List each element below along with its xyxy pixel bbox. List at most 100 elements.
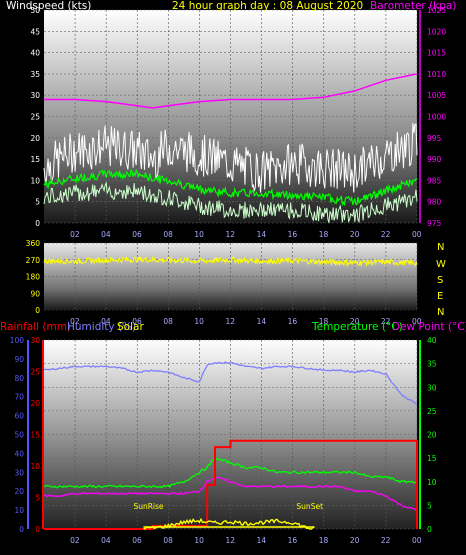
rain-ytick: 0 — [35, 525, 40, 534]
dir-ytick: 90 — [30, 289, 40, 298]
dir-xtick: 14 — [257, 317, 267, 326]
wind-xtick: 00 — [412, 230, 422, 239]
baro-ytick: 1010 — [427, 70, 446, 79]
dir-xtick: 00 — [412, 317, 422, 326]
dir-ytick: 180 — [26, 273, 41, 282]
wind-xtick: 10 — [194, 230, 204, 239]
dir-ytick: 360 — [26, 239, 41, 248]
wind-xtick: 22 — [381, 230, 391, 239]
solar-legend: Solar — [117, 321, 144, 333]
wind-xtick: 02 — [70, 230, 80, 239]
rain-xtick: 16 — [288, 536, 298, 545]
wind-xtick: 06 — [132, 230, 142, 239]
wind-axis-label: Windspeed (kts) — [6, 0, 91, 12]
wind-ytick: 20 — [30, 134, 40, 143]
wind-ytick: 0 — [35, 219, 40, 228]
wind-ytick: 50 — [30, 6, 40, 15]
wind-ytick: 15 — [30, 155, 40, 164]
baro-ytick: 995 — [427, 134, 442, 143]
rain-xtick: 10 — [194, 536, 204, 545]
sunset-label: SunSet — [296, 502, 323, 511]
humidity-ytick: 50 — [14, 431, 24, 440]
wind-ytick: 30 — [30, 91, 40, 100]
rain-xtick: 02 — [70, 536, 80, 545]
humidity-series — [43, 361, 418, 405]
humidity-ytick: 0 — [19, 525, 24, 534]
baro-ytick: 1025 — [427, 6, 446, 15]
wind-xtick: 20 — [350, 230, 360, 239]
humidity-ytick: 100 — [10, 336, 25, 345]
humidity-ytick: 60 — [14, 412, 24, 421]
temperature-legend: Temperature (°C) — [311, 321, 403, 333]
wind-ytick: 45 — [30, 27, 40, 36]
wind-ytick: 25 — [30, 113, 40, 122]
rain-xtick: 08 — [163, 536, 173, 545]
temperature-series — [43, 457, 418, 489]
dir-xtick: 22 — [381, 317, 391, 326]
humidity-ytick: 40 — [14, 449, 24, 458]
rain-xtick: 00 — [412, 536, 422, 545]
baro-ytick: 1020 — [427, 27, 446, 36]
sunrise-label: SunRise — [133, 502, 163, 511]
humidity-ytick: 90 — [14, 355, 24, 364]
rain-xtick: 20 — [350, 536, 360, 545]
humidity-legend: Humidity (%) — [67, 321, 136, 333]
dir-label-n-top: N — [437, 242, 444, 253]
dir-xtick: 18 — [319, 317, 329, 326]
wind-ytick: 35 — [30, 70, 40, 79]
solar-series — [143, 517, 315, 530]
baro-ytick: 985 — [427, 176, 442, 185]
rain-xtick: 06 — [132, 536, 142, 545]
rain-ytick: 20 — [30, 399, 40, 408]
rain-xtick: 18 — [319, 536, 329, 545]
rain-ytick: 25 — [30, 368, 40, 377]
dir-label-w: W — [436, 259, 446, 270]
temp-ytick: 40 — [427, 336, 437, 345]
wind-xtick: 18 — [319, 230, 329, 239]
dir-xtick: 10 — [194, 317, 204, 326]
temp-ytick: 5 — [427, 501, 432, 510]
dir-xtick: 16 — [288, 317, 298, 326]
dir-xtick: 08 — [163, 317, 173, 326]
baro-axis-label: Barometer (kpa) — [370, 0, 456, 12]
humidity-ytick: 20 — [14, 487, 24, 496]
rainfall-series — [44, 439, 418, 530]
dir-xtick: 12 — [226, 317, 236, 326]
humidity-ytick: 30 — [14, 468, 24, 477]
wind-low-series — [43, 181, 418, 224]
wind-xtick: 08 — [163, 230, 173, 239]
baro-ytick: 1000 — [427, 113, 446, 122]
rain-ytick: 10 — [30, 462, 40, 471]
rain-ytick: 15 — [30, 431, 40, 440]
humidity-ytick: 10 — [14, 506, 24, 515]
dir-xtick: 06 — [132, 317, 142, 326]
baro-ytick: 1015 — [427, 49, 446, 58]
rain-xtick: 14 — [257, 536, 267, 545]
baro-ytick: 1005 — [427, 91, 446, 100]
rain-xtick: 12 — [226, 536, 236, 545]
barometer-series — [44, 73, 418, 109]
humidity-ytick: 80 — [14, 374, 24, 383]
temp-ytick: 30 — [427, 383, 437, 392]
dir-ytick: 270 — [26, 256, 41, 265]
dewpoint-series — [43, 476, 418, 511]
temp-ytick: 10 — [427, 478, 437, 487]
wind-ytick: 40 — [30, 49, 40, 58]
baro-ytick: 975 — [427, 219, 442, 228]
dewpoint-legend: Dew Point (°C) — [392, 321, 466, 333]
rain-ytick: 30 — [30, 336, 40, 345]
dir-label-s: S — [437, 275, 443, 286]
wind-average-series — [43, 168, 418, 207]
chart-title: 24 hour graph day : 08 August 2020 — [172, 0, 363, 12]
baro-ytick: 980 — [427, 198, 442, 207]
wind-ytick: 5 — [35, 198, 40, 207]
temp-ytick: 25 — [427, 407, 437, 416]
wind-xtick: 04 — [101, 230, 111, 239]
rain-xtick: 04 — [101, 536, 111, 545]
temp-ytick: 15 — [427, 454, 437, 463]
dir-label-n-bottom: N — [437, 307, 444, 318]
wind-xtick: 14 — [257, 230, 267, 239]
humidity-ytick: 70 — [14, 393, 24, 402]
dir-ytick: 0 — [35, 306, 40, 315]
